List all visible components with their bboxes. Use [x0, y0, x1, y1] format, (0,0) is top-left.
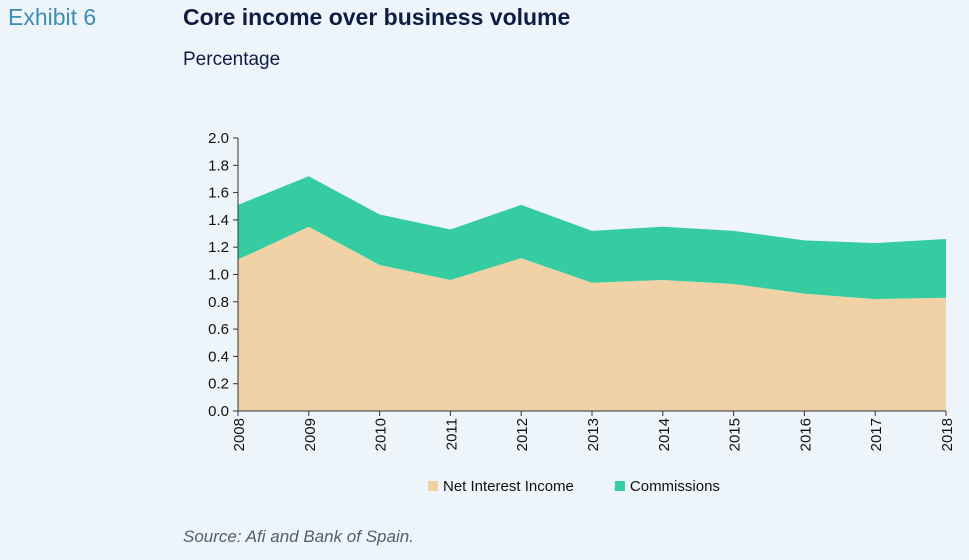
y-tick-label: 0.0 [208, 403, 229, 420]
chart-axes: 0.0 0.2 0.4 0.6 0.8 1.0 1.2 1.4 1.6 1.8 2.0 2008 200… [208, 130, 956, 451]
x-tick-label: 2018 [939, 418, 956, 451]
x-tick-label: 2017 [868, 418, 885, 451]
y-tick-label: 0.6 [208, 321, 229, 338]
x-tick-label: 2015 [727, 418, 744, 451]
y-tick-label: 0.2 [208, 376, 229, 393]
y-tick-label: 0.8 [208, 294, 229, 311]
x-tick-label: 2013 [585, 418, 602, 451]
chart-title: Core income over business volume [183, 4, 571, 30]
chart-areas [238, 176, 946, 411]
x-tick-label: 2011 [443, 418, 460, 450]
y-tick-label: 1.2 [208, 239, 229, 256]
area-commissions [238, 176, 946, 300]
exhibit-label: Exhibit 6 [8, 4, 97, 30]
y-tick-label: 1.4 [208, 212, 229, 229]
y-tick-label: 1.8 [208, 157, 229, 174]
x-tick-label: 2008 [231, 418, 248, 451]
chart-legend: Net Interest Income Commissions [428, 478, 720, 495]
chart-subtitle: Percentage [183, 49, 281, 70]
y-tick-label: 2.0 [208, 130, 229, 147]
legend-swatch-net-interest-income [428, 481, 438, 491]
source-note: Source: Afi and Bank of Spain. [183, 527, 414, 546]
x-tick-label: 2016 [797, 418, 814, 451]
legend-label-commissions: Commissions [630, 478, 720, 495]
x-tick-label: 2010 [373, 418, 390, 451]
y-tick-label: 1.0 [208, 267, 229, 284]
x-tick-label: 2009 [302, 418, 319, 451]
x-tick-label: 2012 [514, 418, 531, 451]
y-tick-label: 1.6 [208, 185, 229, 202]
legend-swatch-commissions [614, 481, 625, 491]
x-tick-label: 2014 [656, 418, 673, 451]
y-tick-label: 0.4 [208, 348, 229, 365]
legend-label-net-interest-income: Net Interest Income [443, 478, 574, 495]
area-net-interest-income [238, 226, 946, 411]
